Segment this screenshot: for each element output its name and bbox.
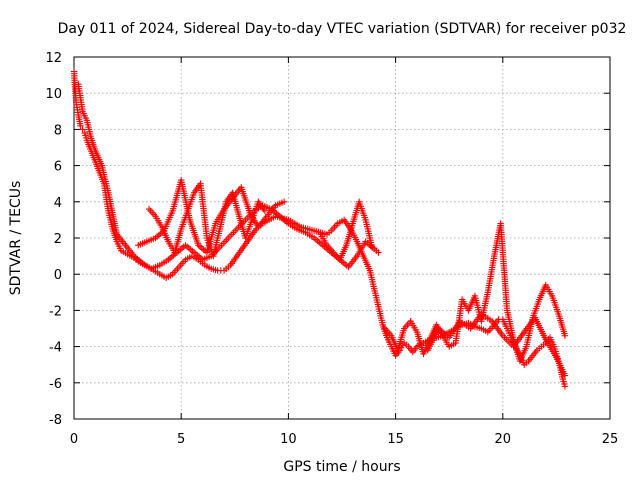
x-tick-label: 5	[177, 432, 185, 447]
y-axis-label: SDTVAR / TECUs	[8, 181, 24, 296]
data-point	[77, 122, 84, 129]
x-axis-label: GPS time / hours	[283, 459, 400, 475]
y-tick-label: 0	[54, 268, 62, 283]
data-point	[375, 249, 382, 256]
y-tick-label: 8	[54, 123, 62, 138]
x-tick-label: 0	[70, 432, 78, 447]
data-point	[561, 383, 569, 390]
data-point	[79, 126, 86, 133]
y-tick-label: 6	[54, 160, 62, 175]
x-tick-label: 10	[280, 432, 297, 447]
y-tick-label: -8	[49, 413, 62, 428]
y-tick-label: -4	[49, 341, 62, 356]
axis-ticks: 0 5 10 15 20 25 -8 -6 -4 -2 0 2 4 6 8 10 12	[45, 51, 618, 447]
x-tick-label: 15	[387, 432, 404, 447]
y-tick-label: 2	[54, 232, 62, 247]
data-point	[561, 332, 569, 339]
y-tick-label: -6	[49, 377, 62, 392]
x-tick-label: 25	[602, 432, 619, 447]
data-point	[261, 207, 269, 215]
y-tick-label: 12	[45, 51, 62, 66]
data-point	[280, 198, 288, 205]
x-tick-label: 20	[495, 432, 512, 447]
chart-title: Day 011 of 2024, Sidereal Day-to-day VTE…	[58, 21, 627, 37]
data-points	[70, 68, 569, 390]
y-tick-label: 4	[54, 196, 62, 211]
y-tick-label: 10	[45, 87, 62, 102]
y-tick-label: -2	[49, 304, 62, 319]
data-point	[561, 372, 569, 379]
